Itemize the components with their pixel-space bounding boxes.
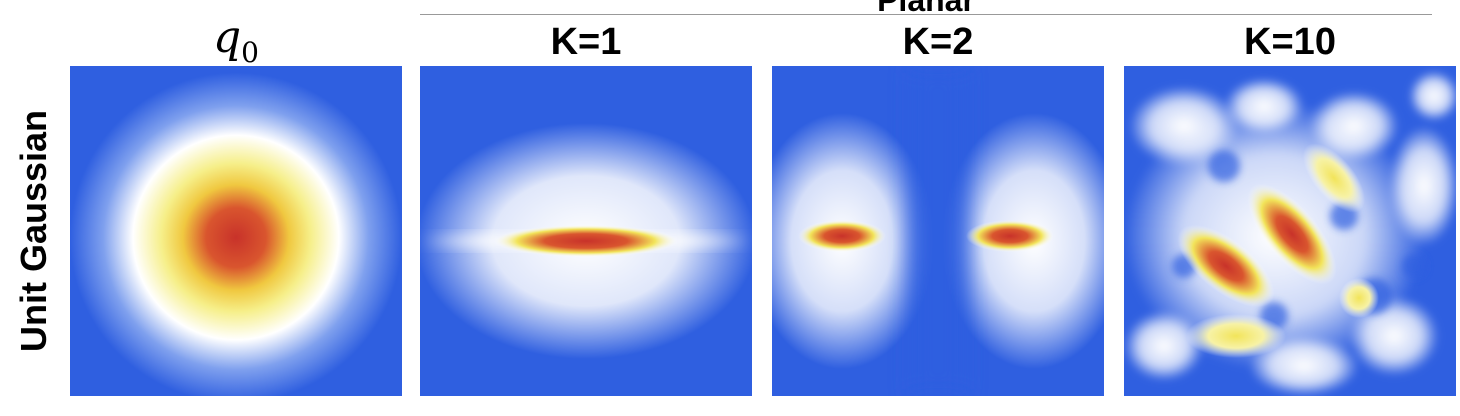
density-plot-q0 xyxy=(70,66,402,396)
column-title-k10: K=10 xyxy=(1244,21,1336,63)
density-plot-k1 xyxy=(420,66,752,396)
q0-symbol: q xyxy=(213,12,242,63)
panel-k2 xyxy=(772,66,1104,396)
row-label-text: Unit Gaussian xyxy=(13,109,54,353)
density-plot-k10 xyxy=(1124,66,1456,396)
density-plot-k2 xyxy=(772,66,1104,396)
q0-subscript: 0 xyxy=(241,35,259,69)
row-label: Unit Gaussian xyxy=(6,66,62,396)
panel-q0 xyxy=(70,66,402,396)
group-title-rule xyxy=(420,14,1432,15)
column-title-q0: q0 xyxy=(70,12,402,79)
column-title-k1: K=1 xyxy=(550,21,622,63)
column-title-k2: K=2 xyxy=(902,21,974,63)
group-title: Planar xyxy=(877,0,975,18)
panel-k1 xyxy=(420,66,752,396)
panel-k10 xyxy=(1124,66,1456,396)
